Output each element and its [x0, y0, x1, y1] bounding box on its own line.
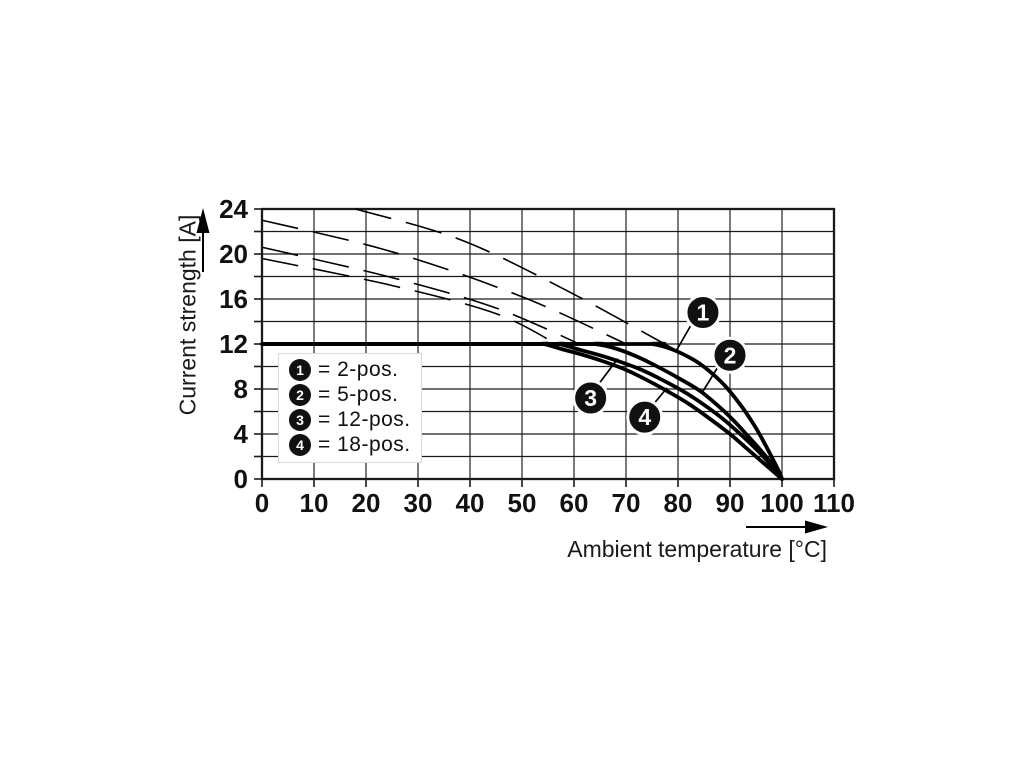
- x-tick-label: 50: [508, 488, 537, 518]
- curve-2-pos.: [260, 341, 784, 481]
- x-tick-label: 10: [300, 488, 329, 518]
- y-tick-label: 8: [234, 374, 248, 404]
- series-marker-badge: 3: [289, 408, 311, 431]
- legend-item: 1 = 2-pos.: [289, 357, 421, 382]
- dashed-extension-5-pos.: [261, 219, 629, 346]
- leader-line-1: [676, 325, 692, 351]
- badge-number: 4: [638, 404, 651, 430]
- leader-line-2: [702, 367, 719, 392]
- badge-number: 1: [697, 300, 710, 326]
- x-tick-label: 70: [612, 488, 641, 518]
- curve-12-pos.: [260, 341, 784, 481]
- callout-badge-3: 3: [572, 379, 610, 417]
- x-tick-label: 0: [255, 488, 269, 518]
- x-tick-label: 110: [813, 488, 855, 518]
- curves: [260, 341, 784, 481]
- callout-badge-4: 4: [626, 398, 664, 436]
- dashed-extension-2-pos.: [355, 208, 674, 350]
- y-tick-label: 12: [219, 329, 248, 359]
- y-tick-label: 20: [219, 239, 248, 269]
- y-tick-label: 16: [219, 284, 248, 314]
- y-tick-label: 24: [219, 194, 248, 224]
- x-tick-label: 40: [456, 488, 485, 518]
- x-tick-label: 90: [716, 488, 745, 518]
- y-axis-arrow-icon: [196, 208, 210, 272]
- badge-circle: [626, 398, 664, 436]
- legend-label: = 12-pos.: [318, 407, 411, 431]
- x-tick-label: 60: [560, 488, 589, 518]
- curve-18-pos.: [260, 341, 784, 481]
- series-marker-badge: 4: [289, 433, 311, 456]
- badge-circle: [684, 294, 722, 331]
- y-tick-label: 4: [234, 419, 249, 449]
- tick-marks: [254, 208, 835, 487]
- y-axis-title: Current strength [A]: [174, 214, 201, 416]
- legend-item: 3 = 12-pos.: [289, 407, 421, 432]
- badge-circle: [711, 336, 749, 374]
- legend-item: 4 = 18-pos.: [289, 432, 421, 457]
- leader-line-3: [597, 358, 619, 386]
- callout-badge-2: 2: [711, 336, 749, 374]
- badge-number: 2: [724, 342, 737, 368]
- series-marker-badge: 1: [289, 358, 311, 381]
- x-tick-label: 20: [352, 488, 381, 518]
- legend-label: = 18-pos.: [318, 432, 411, 456]
- callout-leaders: [597, 325, 719, 406]
- leader-line-4: [652, 387, 668, 406]
- x-tick-label: 30: [404, 488, 433, 518]
- x-axis-title: Ambient temperature [°C]: [567, 536, 827, 562]
- y-tick-label: 0: [234, 464, 248, 494]
- dashed-extension-12-pos.: [261, 246, 583, 346]
- curve-5-pos.: [260, 341, 784, 481]
- callout-badge-1: 1: [684, 294, 722, 331]
- callout-badges: 12 3 4: [572, 294, 749, 436]
- badge-circle: [572, 379, 610, 417]
- x-axis-arrow-icon: [746, 520, 828, 534]
- series-marker-badge: 2: [289, 383, 311, 406]
- legend-label: = 5-pos.: [318, 382, 399, 406]
- badge-number: 3: [584, 385, 597, 411]
- dashed-extensions: [261, 208, 674, 350]
- legend-item: 2 = 5-pos.: [289, 382, 421, 407]
- legend-label: = 2-pos.: [318, 357, 399, 381]
- legend: 1 = 2-pos. 2 = 5-pos. 3 = 12-pos. 4 = 18…: [278, 353, 422, 463]
- x-tick-label: 80: [664, 488, 693, 518]
- x-tick-label: 100: [760, 488, 803, 518]
- dashed-extension-18-pos.: [261, 257, 559, 346]
